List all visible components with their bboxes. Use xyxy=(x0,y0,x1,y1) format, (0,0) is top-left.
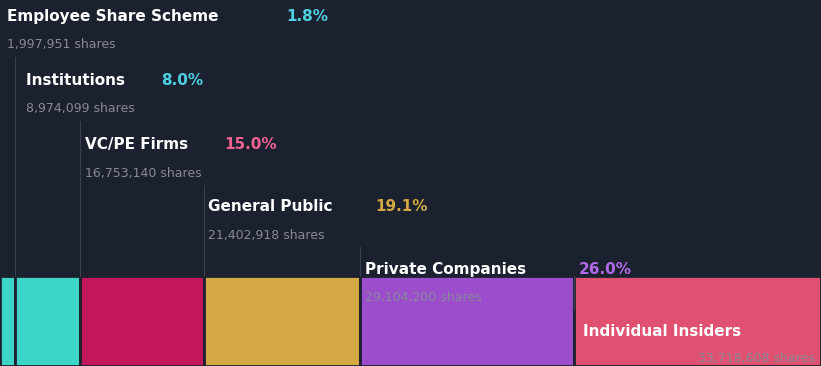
Text: Institutions: Institutions xyxy=(26,73,131,88)
Text: Employee Share Scheme: Employee Share Scheme xyxy=(7,9,223,24)
Bar xyxy=(360,276,574,366)
Bar xyxy=(204,276,360,366)
Bar xyxy=(0,276,15,366)
Bar xyxy=(15,276,80,366)
Bar xyxy=(574,276,821,366)
Bar xyxy=(80,276,204,366)
Text: 1.8%: 1.8% xyxy=(287,9,328,24)
Text: 21,402,918 shares: 21,402,918 shares xyxy=(208,229,324,242)
Text: 1,997,951 shares: 1,997,951 shares xyxy=(7,38,115,52)
Text: 19.1%: 19.1% xyxy=(375,199,428,214)
Text: 33,718,608 shares: 33,718,608 shares xyxy=(698,352,814,365)
Text: 30.1%: 30.1% xyxy=(762,324,814,339)
Text: 29,104,200 shares: 29,104,200 shares xyxy=(365,291,481,304)
Text: General Public: General Public xyxy=(208,199,337,214)
Text: 16,753,140 shares: 16,753,140 shares xyxy=(85,167,201,180)
Text: VC/PE Firms: VC/PE Firms xyxy=(85,137,193,152)
Text: 8.0%: 8.0% xyxy=(161,73,203,88)
Text: 26.0%: 26.0% xyxy=(579,262,632,277)
Text: Individual Insiders: Individual Insiders xyxy=(583,324,746,339)
Text: Private Companies: Private Companies xyxy=(365,262,531,277)
Text: 15.0%: 15.0% xyxy=(224,137,277,152)
Text: 8,974,099 shares: 8,974,099 shares xyxy=(26,102,135,116)
